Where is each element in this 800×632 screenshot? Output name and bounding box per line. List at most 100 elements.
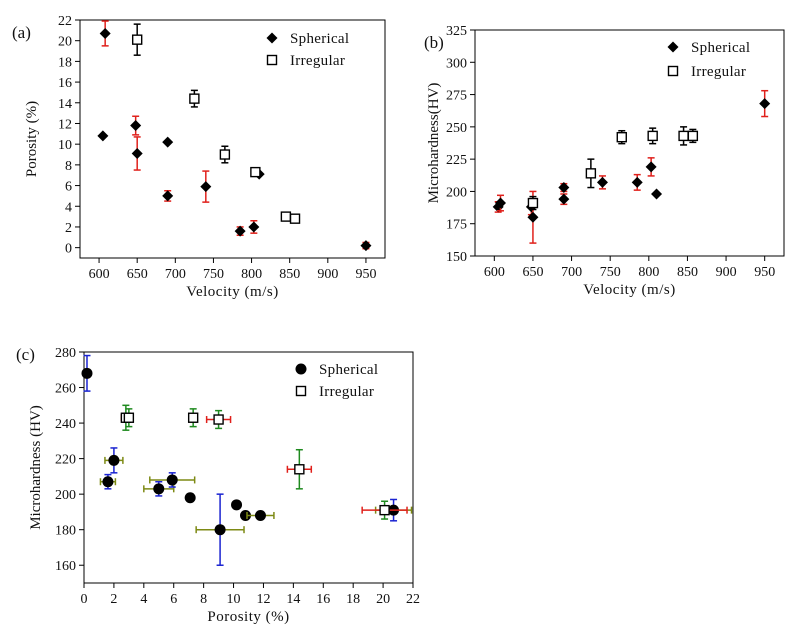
y-tick-label: 10 — [58, 138, 72, 153]
legend: Spherical Irregular — [667, 40, 750, 80]
data-point — [250, 166, 261, 178]
panel-c: (c) 0 2 4 6 8 10 12 14 16 18 20 22 160 180 200 220 240 260… — [16, 345, 420, 625]
x-tick-label: 2 — [110, 592, 117, 607]
x-tick-label: 0 — [81, 592, 88, 607]
panel-label: (c) — [16, 345, 35, 364]
y-axis-title: Microhardness (HV) — [28, 405, 44, 530]
panel-label: (b) — [424, 33, 444, 52]
data-point — [81, 367, 93, 379]
data-point — [130, 120, 142, 132]
data-point — [108, 454, 120, 466]
data-point — [123, 412, 135, 423]
x-tick-label: 800 — [241, 267, 262, 282]
y-tick-label: 160 — [55, 559, 76, 574]
data-point — [558, 182, 570, 194]
y-tick-label: 300 — [446, 56, 467, 71]
series-irregular — [527, 126, 699, 211]
x-tick-label: 600 — [89, 267, 110, 282]
series-irregular — [131, 23, 301, 224]
y-tick-label: 0 — [65, 242, 72, 257]
data-point — [585, 168, 597, 179]
data-point — [97, 130, 109, 142]
x-tick-label: 700 — [165, 267, 186, 282]
data-point — [166, 474, 178, 486]
y-tick-label: 180 — [55, 524, 76, 539]
x-tick-label: 6 — [170, 592, 177, 607]
legend: Spherical Irregular — [295, 362, 378, 400]
data-point — [234, 225, 246, 237]
x-tick-label: 650 — [522, 265, 543, 280]
data-point — [527, 197, 539, 209]
y-tick-label: 22 — [58, 14, 72, 29]
x-axis-title: Velocity (m/s) — [583, 282, 675, 298]
data-point — [213, 414, 224, 425]
series-spherical — [97, 20, 372, 252]
x-tick-label: 4 — [140, 592, 147, 607]
x-tick-label: 750 — [600, 265, 621, 280]
plot-frame — [474, 29, 785, 257]
data-point — [184, 492, 196, 504]
data-point — [189, 93, 200, 104]
panel-label: (a) — [12, 23, 31, 42]
data-point — [102, 476, 114, 488]
data-point — [99, 27, 111, 39]
data-point — [200, 181, 212, 193]
data-point — [219, 149, 231, 160]
data-point — [162, 136, 174, 148]
y-axis-title: Porosity (%) — [24, 101, 40, 177]
y-tick-label: 18 — [58, 55, 72, 70]
y-tick-label: 325 — [446, 24, 467, 39]
series-spherical — [81, 354, 413, 566]
y-tick-label: 12 — [58, 117, 72, 132]
legend-marker — [266, 54, 278, 66]
y-tick-label: 175 — [446, 218, 467, 233]
y-tick-label: 200 — [446, 185, 467, 200]
x-tick-label: 850 — [279, 267, 300, 282]
series-irregular — [120, 404, 408, 520]
legend: Spherical Irregular — [266, 31, 349, 69]
series-spherical — [492, 89, 771, 244]
x-tick-label: 950 — [355, 267, 376, 282]
y-axis-title: Microhardness(HV) — [426, 83, 442, 204]
legend-marker — [667, 41, 679, 53]
y-tick-label: 260 — [55, 382, 76, 397]
x-tick-label: 650 — [127, 267, 148, 282]
panel-b: (b) 600 650 700 750 800 850 900 950 150 175 200 225 2… — [424, 24, 785, 298]
data-point — [645, 161, 657, 173]
x-axis-title: Porosity (%) — [207, 609, 289, 625]
y-tick-label: 220 — [55, 453, 76, 468]
y-tick-label: 8 — [65, 159, 72, 174]
x-tick-label: 600 — [484, 265, 505, 280]
y-tick-label: 280 — [55, 346, 76, 361]
data-point — [187, 412, 199, 423]
data-point — [231, 499, 243, 511]
y-tick-label: 225 — [446, 153, 467, 168]
plot-frame — [83, 351, 414, 584]
y-tick-label: 2 — [65, 221, 72, 236]
y-tick-label: 275 — [446, 89, 467, 104]
data-point — [294, 464, 305, 475]
x-tick-label: 18 — [346, 592, 360, 607]
x-tick-label: 900 — [317, 267, 338, 282]
data-point — [153, 483, 165, 495]
data-point — [289, 213, 301, 224]
x-tick-label: 16 — [316, 592, 330, 607]
x-tick-label: 22 — [406, 592, 420, 607]
data-point — [616, 131, 627, 143]
data-point — [596, 176, 608, 188]
data-point — [131, 34, 143, 45]
data-point — [687, 130, 699, 142]
data-point — [360, 240, 372, 252]
y-tick-label: 20 — [58, 35, 72, 50]
data-point — [759, 98, 771, 110]
data-point — [254, 509, 266, 521]
legend-marker — [266, 32, 278, 44]
y-tick-label: 16 — [58, 76, 72, 91]
data-point — [678, 130, 689, 142]
legend-label: Spherical — [319, 362, 378, 378]
y-tick-label: 14 — [58, 97, 72, 112]
x-tick-label: 800 — [638, 265, 659, 280]
data-point — [131, 147, 143, 159]
data-point — [494, 197, 506, 209]
